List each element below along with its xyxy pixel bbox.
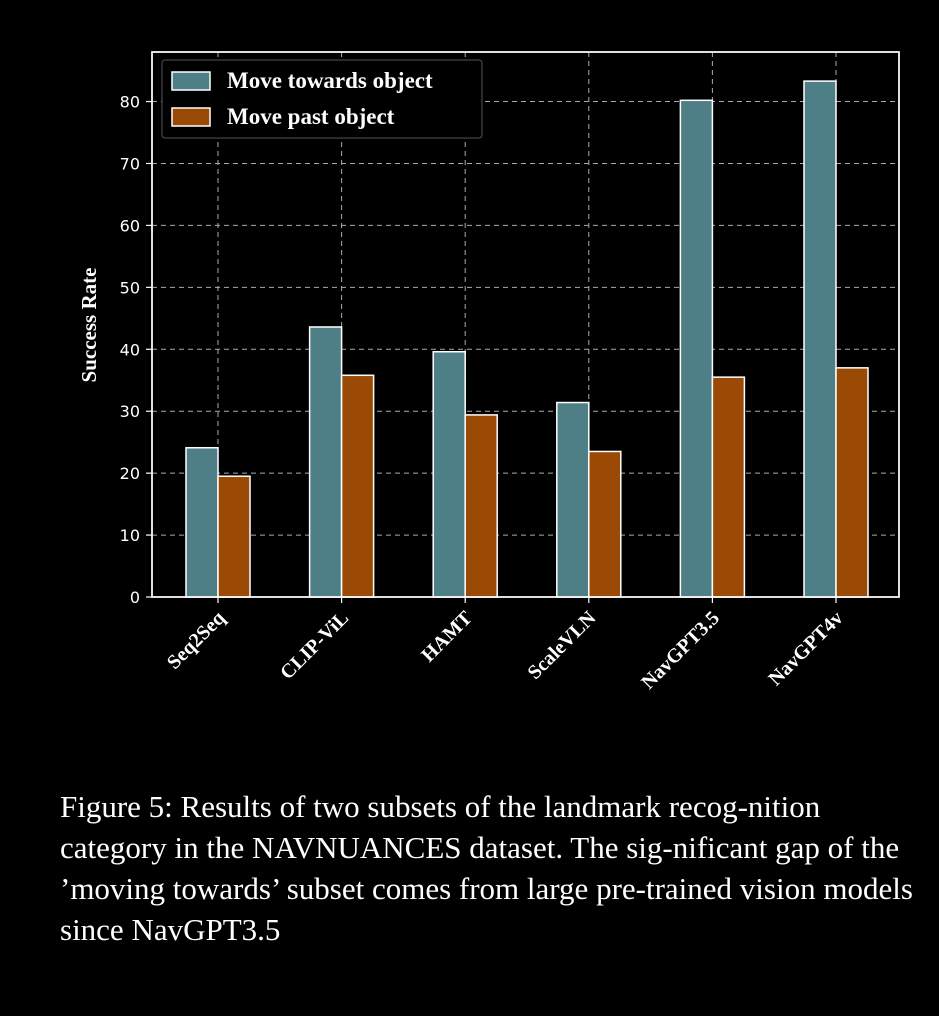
y-tick-label: 60 bbox=[120, 216, 140, 235]
legend-label: Move past object bbox=[227, 104, 395, 129]
bars bbox=[151, 51, 900, 598]
bar-past bbox=[217, 475, 251, 598]
bar-chart: 0 10 20 30 40 50 60 70 80 Seq2Seq CLIP-ViL HAMT Sca… bbox=[77, 51, 900, 694]
y-tick-label: 40 bbox=[120, 340, 140, 359]
y-tick-label: 0 bbox=[130, 588, 140, 607]
caption-prefix: Figure 5: Results of two subsets of the … bbox=[60, 789, 821, 865]
caption-suffix: dataset. The sig-nificant gap of the ’mo… bbox=[60, 830, 913, 947]
y-tick-label: 20 bbox=[120, 464, 140, 483]
plot-area bbox=[151, 51, 900, 598]
bar-towards bbox=[679, 99, 714, 598]
y-tick-label: 80 bbox=[120, 93, 140, 112]
x-tick-label: Seq2Seq bbox=[163, 607, 230, 674]
caption-dataset-sc2: UANCES bbox=[337, 830, 462, 865]
y-axis-label: Success Rate bbox=[77, 268, 101, 383]
x-tick-label: HAMT bbox=[417, 607, 477, 667]
bar-towards bbox=[556, 401, 590, 598]
y-tick-label: 30 bbox=[120, 402, 140, 421]
caption-dataset-sc1: AV bbox=[274, 830, 316, 865]
y-tick-label: 10 bbox=[120, 526, 140, 545]
bar-towards bbox=[185, 446, 219, 598]
x-tick-label: NavGPT4v bbox=[764, 607, 847, 690]
legend-swatch bbox=[171, 107, 211, 127]
bar-past bbox=[588, 450, 622, 598]
bar-towards bbox=[308, 326, 343, 598]
x-tick-label: CLIP-ViL bbox=[276, 607, 353, 684]
legend-label: Move towards object bbox=[227, 68, 433, 93]
x-axis-ticks: Seq2Seq CLIP-ViL HAMT ScaleVLN NavGPT3.5 NavG… bbox=[163, 597, 848, 694]
x-tick-label: NavGPT3.5 bbox=[637, 607, 724, 694]
legend-box bbox=[161, 59, 483, 139]
bar-towards bbox=[432, 351, 466, 598]
bar-past bbox=[464, 414, 498, 598]
legend: Move towards object Move past object bbox=[161, 59, 483, 139]
bar-past bbox=[835, 367, 869, 598]
y-tick-label: 50 bbox=[120, 278, 140, 297]
figure-caption: Figure 5: Results of two subsets of the … bbox=[60, 786, 928, 950]
bar-past bbox=[711, 376, 746, 598]
caption-dataset-n1: N bbox=[251, 830, 275, 865]
bar-past bbox=[340, 374, 375, 598]
plot-border bbox=[151, 51, 900, 598]
legend-swatch bbox=[171, 71, 211, 91]
y-axis-ticks: 0 10 20 30 40 50 60 70 80 bbox=[120, 93, 152, 607]
x-tick-label: ScaleVLN bbox=[523, 607, 600, 684]
caption-dataset-n2: N bbox=[315, 830, 338, 865]
y-tick-label: 70 bbox=[120, 154, 140, 173]
bar-towards bbox=[803, 80, 837, 598]
